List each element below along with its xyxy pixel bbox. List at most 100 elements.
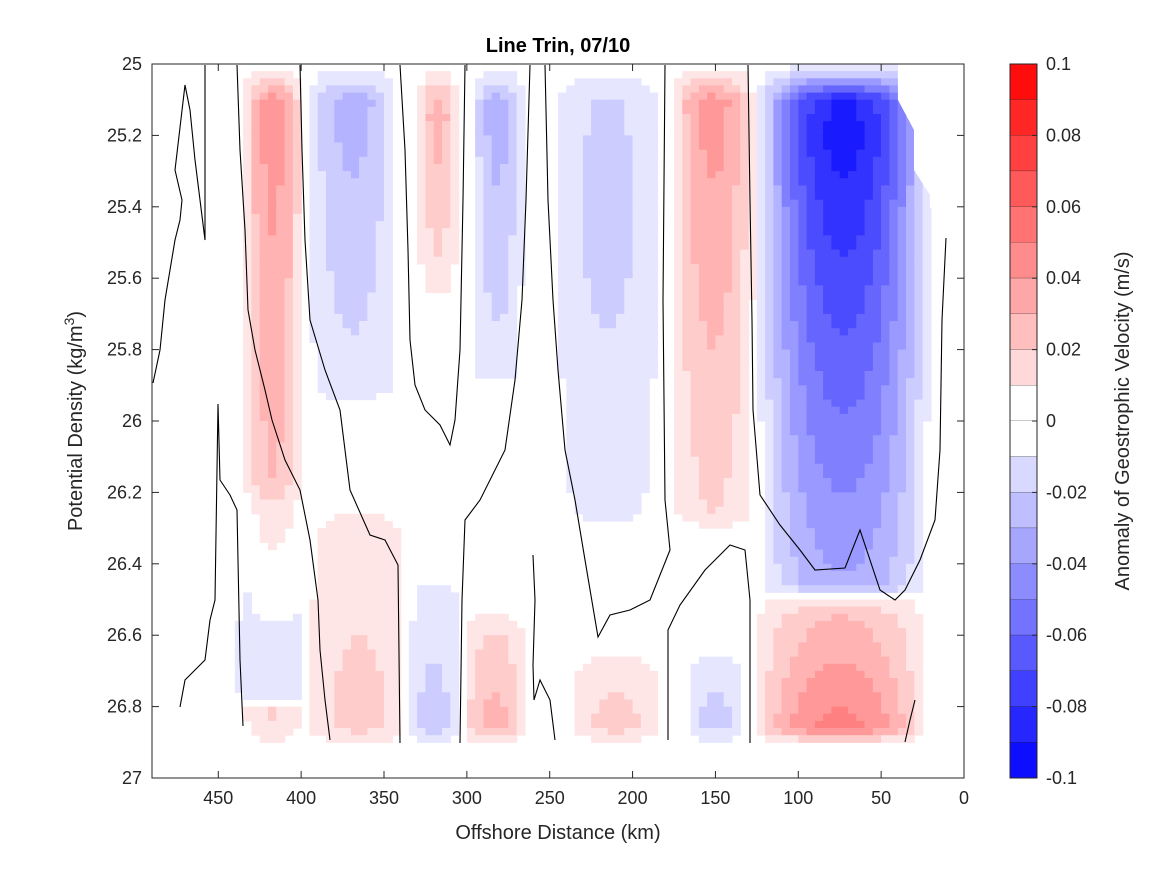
velocity-cell [682,392,692,401]
velocity-cell [881,521,890,529]
velocity-cell [342,292,352,301]
velocity-cell [342,192,352,201]
velocity-cell [276,720,286,729]
velocity-cell [317,271,327,279]
velocity-cell [790,242,799,251]
velocity-cell [690,249,700,258]
velocity-cell [574,128,584,136]
velocity-cell [839,121,849,129]
velocity-cell [599,306,609,315]
velocity-cell [856,85,866,94]
velocity-cell [500,349,509,358]
velocity-cell [309,692,319,700]
velocity-cell [640,692,650,700]
velocity-cell [251,628,261,636]
velocity-cell [798,149,808,158]
velocity-cell [251,171,261,179]
velocity-cell [624,663,634,672]
velocity-cell [491,313,501,322]
velocity-cell [723,485,733,493]
velocity-cell [591,371,600,379]
velocity-cell [632,335,642,343]
velocity-cell [715,71,725,79]
velocity-cell [309,285,319,293]
velocity-cell [367,249,377,258]
velocity-cell [483,363,493,372]
velocity-cell [350,692,360,700]
velocity-cell [483,178,493,186]
velocity-cell [433,249,443,258]
velocity-cell [649,713,658,722]
velocity-cell [243,164,252,172]
velocity-cell [632,342,642,351]
velocity-cell [259,413,269,422]
velocity-cell [640,478,650,486]
velocity-cell [765,613,774,622]
velocity-cell [417,599,426,608]
velocity-cell [508,71,518,79]
velocity-cell [574,171,584,179]
velocity-cell [425,85,435,94]
velocity-cell [698,492,708,501]
velocity-cell [433,620,443,629]
velocity-cell [243,149,252,158]
velocity-cell [251,642,261,650]
velocity-cell [649,199,658,208]
velocity-cell [359,613,368,622]
velocity-cell [574,149,584,158]
velocity-cell [698,399,708,408]
velocity-cell [889,342,899,351]
velocity-cell [781,371,791,379]
velocity-cell [848,456,857,465]
velocity-cell [475,85,484,94]
velocity-cell [831,399,841,408]
velocity-cell [881,92,890,101]
velocity-cell [558,213,567,222]
velocity-cell [756,678,766,686]
velocity-cell [632,428,642,436]
velocity-cell [334,142,344,151]
velocity-cell [342,206,352,215]
velocity-cell [848,556,857,565]
velocity-cell [732,378,741,386]
velocity-cell [259,349,269,358]
velocity-cell [732,678,741,686]
velocity-cell [599,506,609,515]
velocity-cell [640,342,650,351]
velocity-cell [798,64,808,72]
velocity-cell [732,413,741,422]
velocity-cell [334,292,344,301]
velocity-cell [765,121,774,129]
velocity-cell [707,171,716,179]
velocity-cell [715,114,725,122]
velocity-cell [715,371,725,379]
velocity-cell [707,271,716,279]
velocity-cell [707,385,716,393]
velocity-cell [814,349,824,358]
velocity-cell [773,428,783,436]
velocity-cell [848,192,857,201]
velocity-cell [442,192,451,201]
velocity-cell [558,135,567,144]
velocity-cell [259,642,269,650]
velocity-cell [616,720,625,729]
velocity-cell [607,428,617,436]
velocity-cell [698,178,708,186]
velocity-cell [756,392,766,401]
velocity-cell [773,335,783,343]
velocity-cell [425,99,435,108]
velocity-cell [309,620,319,629]
velocity-cell [732,256,741,265]
velocity-cell [491,649,501,658]
velocity-cell [367,371,377,379]
velocity-cell [889,313,899,322]
velocity-cell [682,442,692,451]
velocity-cell [591,149,600,158]
velocity-cell [326,249,335,258]
velocity-cell [682,285,692,293]
velocity-cell [284,628,294,636]
velocity-cell [558,185,567,194]
velocity-cell [367,78,377,86]
velocity-cell [839,242,849,251]
velocity-cell [756,728,766,736]
